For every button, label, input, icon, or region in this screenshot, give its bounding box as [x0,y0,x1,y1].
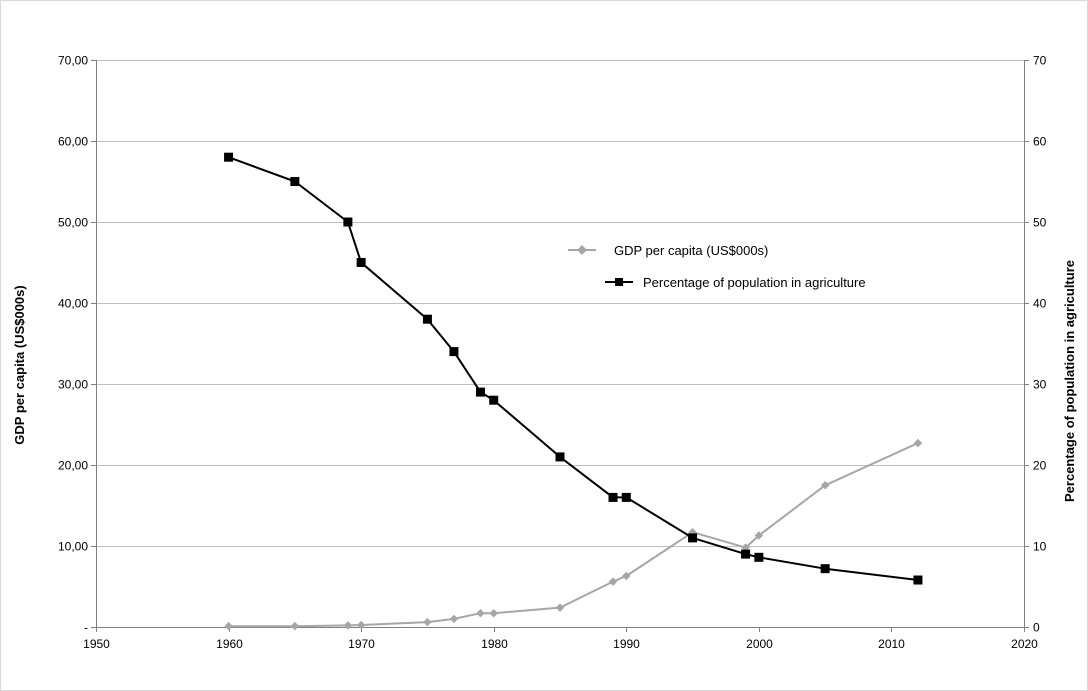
y-tick-label: 20,00 [58,459,88,473]
y2-tick-label: 20 [1033,459,1047,473]
y-tick-label: 40,00 [58,297,88,311]
x-tick-label: 1950 [83,637,110,651]
data-point-agriculture [475,387,485,397]
legend-gdp-marker [577,245,587,255]
data-point-agriculture [820,564,830,574]
data-point-agriculture [608,492,618,502]
data-point-agriculture [356,258,366,267]
x-tick-label: 1960 [216,637,243,651]
series-line-agriculture [228,156,919,581]
x-tick-label: 1970 [348,637,375,651]
y2-tick-label: 30 [1033,378,1047,392]
x-tick-label: 1990 [613,637,640,651]
y-tick-label: 10,00 [58,540,88,554]
series-line-gdp [228,442,919,628]
data-point-gdp [489,608,498,618]
y-tick-label: 50,00 [58,216,88,230]
y-tick-label: 70,00 [58,54,88,68]
data-point-agriculture [224,152,234,162]
data-point-agriculture [422,314,432,324]
data-point-gdp [622,571,631,581]
data-point-gdp [356,620,366,630]
data-point-agriculture [343,217,353,227]
y2-tick-label: 70 [1033,54,1047,68]
x-tick-label: 2000 [746,637,773,651]
data-point-agriculture [449,347,459,357]
y-tick-label: - [84,621,88,635]
axes: - 0 10,00 10 20,00 20 30,00 30 40,00 40 50,00 50 60,… [58,54,1047,652]
data-point-agriculture [913,575,923,585]
data-point-agriculture [741,549,751,559]
legend-agri-marker [615,278,623,286]
legend-gdp-label: GDP per capita (US$000s) [614,243,768,258]
y2-tick-label: 50 [1033,216,1047,230]
legend-agri-label: Percentage of population in agriculture [643,275,866,290]
data-point-gdp [476,608,485,618]
data-point-agriculture [555,452,565,462]
x-tick-label: 2020 [1011,637,1038,651]
legend: GDP per capita (US$000s) Percentage of p… [568,243,866,290]
gridlines [96,60,1024,547]
y2-tick-label: 60 [1033,135,1047,149]
data-point-agriculture [290,177,300,186]
x-tick-label: 1980 [481,637,508,651]
data-point-gdp [343,621,353,630]
y2-tick-label: 10 [1033,540,1047,554]
y2-tick-label: 0 [1033,621,1040,635]
data-point-gdp [820,481,830,490]
data-point-gdp [290,621,300,631]
y2-tick-label: 40 [1033,297,1047,311]
data-point-agriculture [754,552,764,562]
data-point-agriculture [621,492,631,502]
data-point-agriculture [489,395,499,405]
y-axis-title: GDP per capita (US$000s) [12,285,27,444]
data-point-agriculture [688,533,698,543]
y-tick-label: 30,00 [58,378,88,392]
x-tick-label: 2010 [878,637,905,651]
y-tick-label: 60,00 [58,135,88,149]
data-point-gdp [449,614,459,624]
series-layer [224,152,923,631]
y2-axis-title: Percentage of population in agriculture [1062,260,1077,502]
